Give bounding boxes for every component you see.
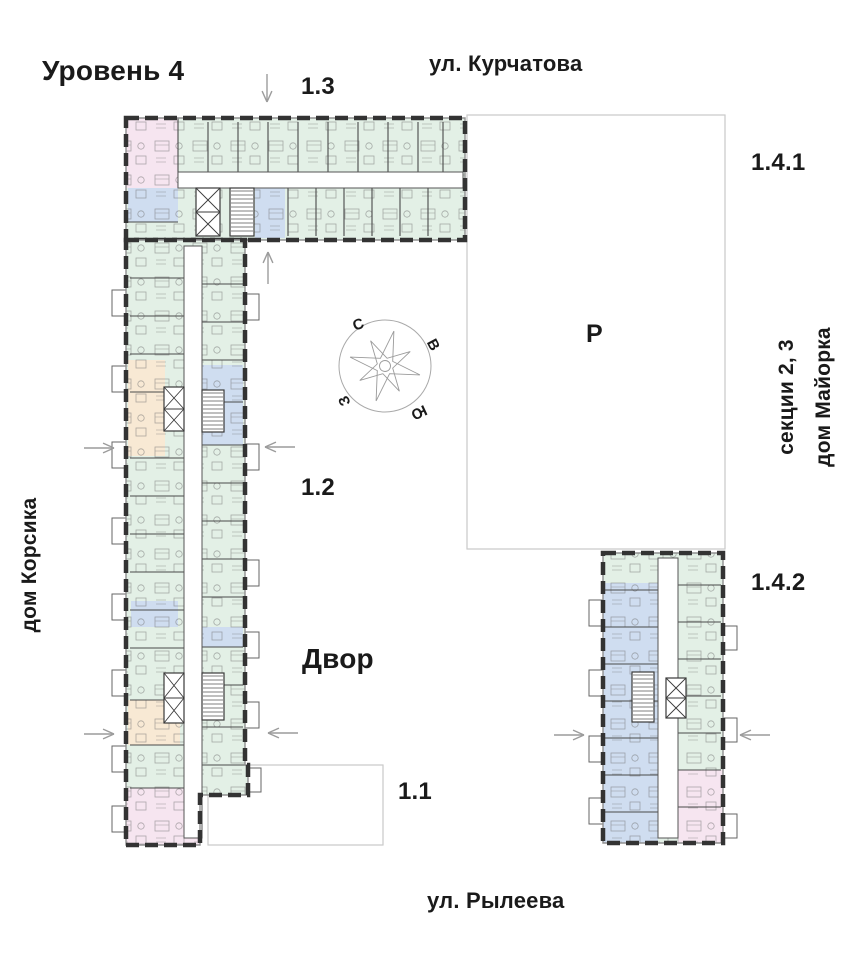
compass-letter: Ю — [408, 401, 429, 423]
staircase-icon — [201, 389, 225, 433]
courtyard-label: Двор — [302, 643, 374, 674]
section-1-3-label: 1.3 — [301, 73, 335, 100]
staircase-icon — [631, 671, 655, 723]
wing-1-2 — [111, 237, 262, 848]
compass-letter: З — [335, 393, 354, 408]
sections-2-3-label: секции 2, 3 — [775, 339, 798, 455]
staircase-icon — [229, 187, 255, 237]
entrance-arrows — [84, 74, 770, 741]
corridor — [183, 245, 203, 839]
section-1-2-label: 1.2 — [301, 474, 335, 501]
wing-1-3 — [123, 115, 468, 243]
entry-west-lower-arrow-icon — [84, 728, 115, 740]
house-mayorka-label: дом Майорка — [812, 327, 835, 467]
plan-labels: Уровень 4 ул. Курчатова ул. Рылеева 1.3 1.4.… — [18, 51, 835, 913]
entry-1-2-top-arrow-icon — [262, 251, 274, 284]
parking-mark-label: Р — [586, 320, 603, 348]
compass-rose: С В Ю З — [335, 315, 443, 423]
section-1-4-2-label: 1.4.2 — [751, 569, 805, 596]
section-1-4-1-label: 1.4.1 — [751, 149, 805, 176]
corridor — [177, 171, 464, 189]
section-1-1-label: 1.1 — [398, 778, 432, 805]
house-korsika-label: дом Корсика — [18, 498, 41, 633]
entry-142-east-arrow-icon — [739, 729, 770, 741]
entry-west-upper-arrow-icon — [84, 442, 115, 454]
compass-letter: С — [350, 315, 366, 335]
entry-court-lower-arrow-icon — [267, 727, 298, 739]
compass-letter: В — [423, 336, 443, 354]
parking-area — [466, 114, 726, 550]
level-title-label: Уровень 4 — [42, 55, 184, 86]
entry-142-west-arrow-icon — [554, 729, 585, 741]
street-top-label: ул. Курчатова — [429, 51, 583, 76]
entry-court-upper-arrow-icon — [264, 441, 295, 453]
wing-1-4-2 — [588, 550, 738, 846]
building-sections — [111, 115, 738, 848]
street-bottom-label: ул. Рылеева — [427, 888, 565, 913]
entry-1-3-top-arrow-icon — [261, 74, 273, 103]
